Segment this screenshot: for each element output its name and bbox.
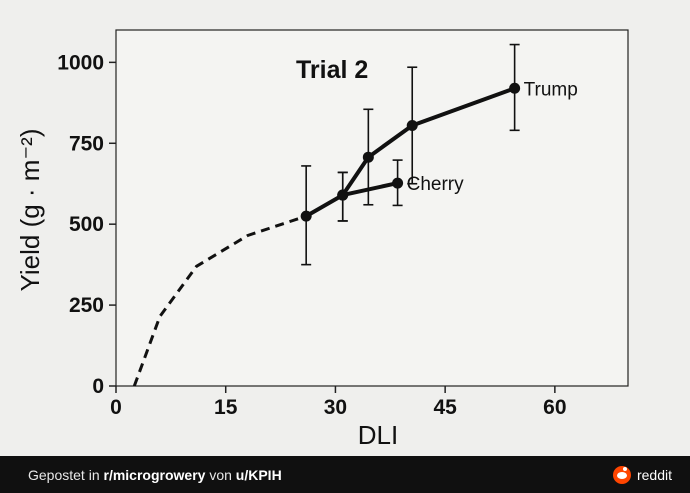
x-tick-label: 60 <box>543 396 566 419</box>
post-credit: Gepostet in r/microgrowery von u/KPIH <box>28 467 282 483</box>
reddit-logo-icon <box>612 465 631 484</box>
y-tick-label: 250 <box>69 294 104 317</box>
trump-data-point <box>300 210 312 222</box>
cherry-data-point <box>337 189 349 201</box>
subreddit-link[interactable]: r/microgrowery <box>103 466 206 483</box>
x-tick-label: 30 <box>324 396 347 419</box>
y-tick-label: 500 <box>69 213 104 236</box>
trump-series-label: Trump <box>524 79 578 100</box>
reddit-footer-bar: Gepostet in r/microgrowery von u/KPIH re… <box>0 456 690 493</box>
x-tick-label: 45 <box>433 396 457 419</box>
chart-svg: 0 250 500 750 1000 0 15 30 45 60 Trump Cherry Tri… <box>15 29 629 450</box>
cherry-data-point <box>392 177 404 189</box>
user-link[interactable]: u/KPIH <box>235 466 282 483</box>
reddit-brand[interactable]: reddit <box>612 465 672 484</box>
chart-title: Trial 2 <box>296 56 368 84</box>
x-axis-title: DLI <box>358 420 398 450</box>
y-tick-label: 0 <box>92 375 104 398</box>
x-tick-label: 15 <box>214 396 238 419</box>
chart-figure: 0 250 500 750 1000 0 15 30 45 60 Trump Cherry Tri… <box>15 29 629 450</box>
x-tick-label: 0 <box>110 396 122 419</box>
dashed-trend-line <box>132 156 370 387</box>
y-axis-title: Yield (g · m⁻²) <box>15 129 45 292</box>
y-tick-label: 1000 <box>57 51 104 74</box>
credit-prefix: Gepostet in <box>28 466 104 483</box>
trump-data-point <box>509 82 521 94</box>
credit-middle: von <box>205 466 236 483</box>
cherry-series-line <box>342 181 399 198</box>
y-tick-label: 750 <box>69 132 104 155</box>
trump-data-point <box>406 119 418 131</box>
trump-data-point <box>362 151 374 163</box>
reddit-brand-label: reddit <box>636 466 672 483</box>
cherry-series-label: Cherry <box>407 174 465 195</box>
plot-frame <box>115 29 629 387</box>
